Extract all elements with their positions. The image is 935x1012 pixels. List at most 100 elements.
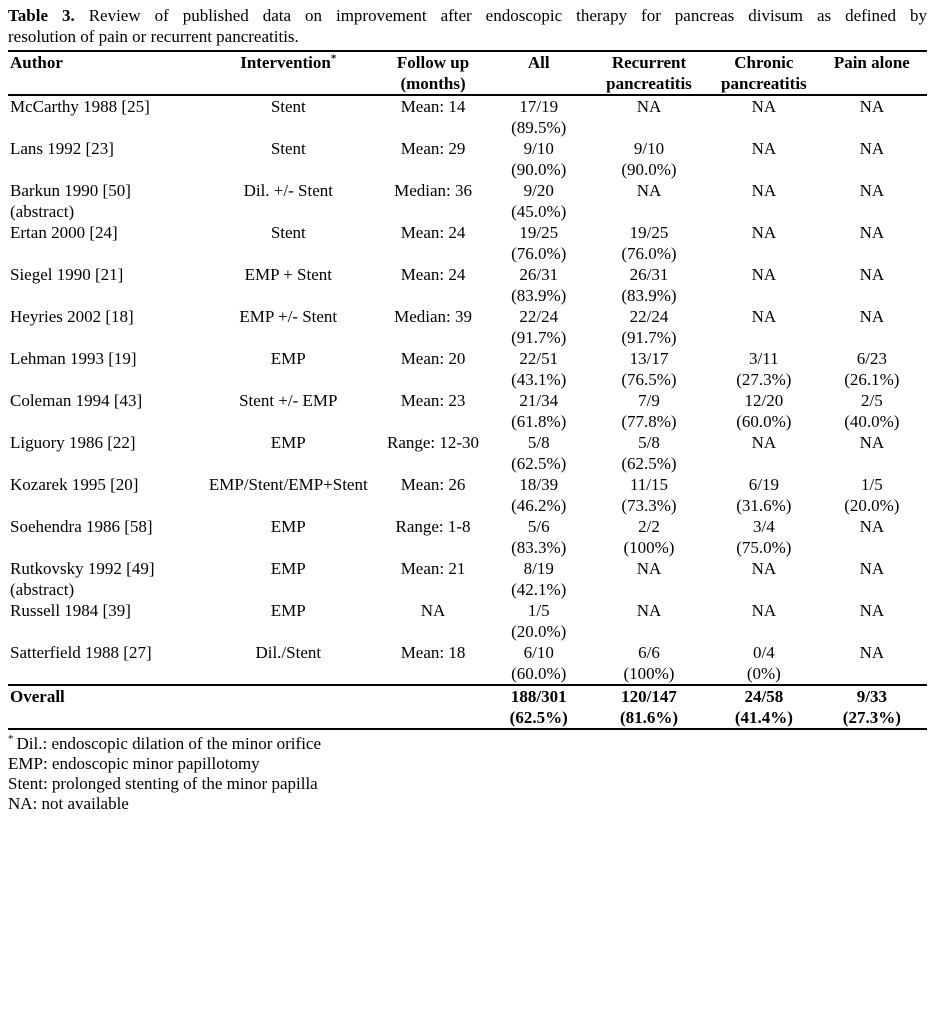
author-name: McCarthy 1988 [25] bbox=[10, 97, 150, 116]
pain-ratio: NA bbox=[859, 97, 885, 116]
chronic-cell: NA bbox=[711, 180, 817, 222]
recurrent-percent: (76.5%) bbox=[621, 370, 677, 389]
header-chronic-line1: Chronic bbox=[734, 53, 794, 72]
overall-all-cell: 188/301 (62.5%) bbox=[490, 684, 587, 729]
followup-cell: Mean: 24 bbox=[400, 265, 466, 284]
followup-cell: Mean: 20 bbox=[400, 349, 466, 368]
recurrent-cell: 5/8 (62.5%) bbox=[587, 432, 711, 474]
column-header-followup: Follow up (months) bbox=[375, 51, 491, 96]
all-percent: (62.5%) bbox=[511, 454, 567, 473]
overall-all-ratio: 188/301 bbox=[510, 687, 567, 706]
header-author-label: Author bbox=[10, 53, 63, 72]
all-cell: 17/19 (89.5%) bbox=[490, 95, 586, 138]
recurrent-cell: 11/15 (73.3%) bbox=[587, 474, 711, 516]
all-ratio: 26/31 bbox=[519, 265, 559, 284]
chronic-cell: 0/4 (0%) bbox=[711, 642, 817, 685]
overall-chronic-cell: 24/58 (41.4%) bbox=[711, 684, 817, 729]
chronic-ratio: NA bbox=[751, 139, 777, 158]
recurrent-percent: (90.0%) bbox=[621, 160, 677, 179]
chronic-ratio: NA bbox=[751, 181, 777, 200]
recurrent-cell: 13/17 (76.5%) bbox=[587, 348, 711, 390]
footnote-stent: Stent: prolonged stenting of the minor p… bbox=[8, 774, 318, 793]
chronic-cell: NA bbox=[711, 600, 817, 642]
followup-cell: Median: 39 bbox=[394, 307, 472, 326]
all-percent: (45.0%) bbox=[511, 202, 567, 221]
pain-percent: (20.0%) bbox=[844, 496, 900, 515]
recurrent-cell: 22/24 (91.7%) bbox=[587, 306, 711, 348]
pain-cell: NA bbox=[817, 306, 927, 348]
table-row: Barkun 1990 [50] (abstract) Dil. +/- Ste… bbox=[8, 180, 927, 222]
all-ratio: 5/6 bbox=[527, 517, 550, 536]
author-cell: Heyries 2002 [18] bbox=[8, 306, 201, 348]
pain-cell: NA bbox=[817, 95, 927, 138]
pain-ratio: NA bbox=[859, 643, 885, 662]
followup-cell: Range: 12-30 bbox=[386, 433, 480, 452]
followup-cell: Mean: 26 bbox=[400, 475, 466, 494]
table-row: Russell 1984 [39] EMP NA 1/5 (20.0%) NA … bbox=[8, 600, 927, 642]
header-recurrent-line2: pancreatitis bbox=[606, 74, 692, 93]
author-cell: Soehendra 1986 [58] bbox=[8, 516, 201, 558]
chronic-percent: (31.6%) bbox=[736, 496, 792, 515]
recurrent-cell: NA bbox=[587, 95, 711, 138]
table-row: Siegel 1990 [21] EMP + Stent Mean: 24 26… bbox=[8, 264, 927, 306]
author-name: Liguory 1986 [22] bbox=[10, 433, 136, 452]
pain-ratio: NA bbox=[859, 433, 885, 452]
footnotes: * Dil.: endoscopic dilation of the minor … bbox=[8, 734, 927, 814]
all-percent: (83.9%) bbox=[511, 286, 567, 305]
author-cell: McCarthy 1988 [25] bbox=[8, 95, 201, 138]
author-cell: Coleman 1994 [43] bbox=[8, 390, 201, 432]
caption-line-2: resolution of pain or recurrent pancreat… bbox=[8, 27, 299, 46]
all-cell: 9/10 (90.0%) bbox=[490, 138, 586, 180]
followup-cell: Mean: 24 bbox=[400, 223, 466, 242]
recurrent-cell: 19/25 (76.0%) bbox=[587, 222, 711, 264]
author-name: Russell 1984 [39] bbox=[10, 601, 131, 620]
table-row: Lans 1992 [23] Stent Mean: 29 9/10 (90.0… bbox=[8, 138, 927, 180]
pain-cell: NA bbox=[817, 516, 927, 558]
column-header-recurrent: Recurrent pancreatitis bbox=[586, 51, 712, 96]
recurrent-ratio: 9/10 bbox=[633, 139, 665, 158]
all-cell: 21/34 (61.8%) bbox=[490, 390, 586, 432]
intervention-cell: EMP bbox=[270, 517, 306, 536]
pain-ratio: 6/23 bbox=[856, 349, 887, 368]
author-name: Satterfield 1988 [27] bbox=[10, 643, 152, 662]
all-cell: 26/31 (83.9%) bbox=[490, 264, 586, 306]
intervention-footnote-marker: * bbox=[330, 52, 337, 65]
all-cell: 18/39 (46.2%) bbox=[490, 474, 586, 516]
pain-percent: (40.0%) bbox=[844, 412, 900, 431]
overall-all-percent: (62.5%) bbox=[509, 708, 568, 727]
author-name: Siegel 1990 [21] bbox=[10, 265, 124, 284]
chronic-cell: NA bbox=[711, 138, 817, 180]
all-ratio: 6/10 bbox=[523, 643, 554, 662]
recurrent-ratio: 13/17 bbox=[629, 349, 669, 368]
author-name: Ertan 2000 [24] bbox=[10, 223, 118, 242]
overall-intervention-cell bbox=[200, 684, 376, 729]
all-cell: 22/51 (43.1%) bbox=[490, 348, 586, 390]
overall-pain-cell: 9/33 (27.3%) bbox=[816, 684, 927, 729]
followup-cell: Mean: 21 bbox=[400, 559, 466, 578]
all-percent: (42.1%) bbox=[511, 580, 567, 599]
author-note: (abstract) bbox=[10, 580, 75, 599]
recurrent-ratio: 22/24 bbox=[629, 307, 669, 326]
author-cell: Ertan 2000 [24] bbox=[8, 222, 201, 264]
chronic-cell: 6/19 (31.6%) bbox=[711, 474, 817, 516]
chronic-ratio: NA bbox=[751, 559, 777, 578]
author-cell: Lehman 1993 [19] bbox=[8, 348, 201, 390]
author-name: Soehendra 1986 [58] bbox=[10, 517, 153, 536]
chronic-percent: (60.0%) bbox=[736, 412, 792, 431]
table-row: Liguory 1986 [22] EMP Range: 12-30 5/8 (… bbox=[8, 432, 927, 474]
pain-cell: NA bbox=[817, 642, 927, 685]
recurrent-ratio: 6/6 bbox=[638, 643, 660, 662]
header-followup-line1: Follow up bbox=[396, 53, 470, 72]
footnote-emp: EMP: endoscopic minor papillotomy bbox=[8, 754, 260, 773]
overall-followup-cell bbox=[375, 684, 491, 729]
chronic-ratio: NA bbox=[751, 223, 777, 242]
table-body: McCarthy 1988 [25] Stent Mean: 14 17/19 … bbox=[8, 95, 927, 685]
author-cell: Liguory 1986 [22] bbox=[8, 432, 201, 474]
review-table: Author Intervention* Follow up (months) … bbox=[8, 50, 927, 730]
all-percent: (20.0%) bbox=[511, 622, 567, 641]
author-cell: Russell 1984 [39] bbox=[8, 600, 201, 642]
followup-cell: Mean: 29 bbox=[400, 139, 466, 158]
intervention-cell: Stent bbox=[270, 223, 306, 242]
followup-cell: Mean: 14 bbox=[400, 97, 466, 116]
